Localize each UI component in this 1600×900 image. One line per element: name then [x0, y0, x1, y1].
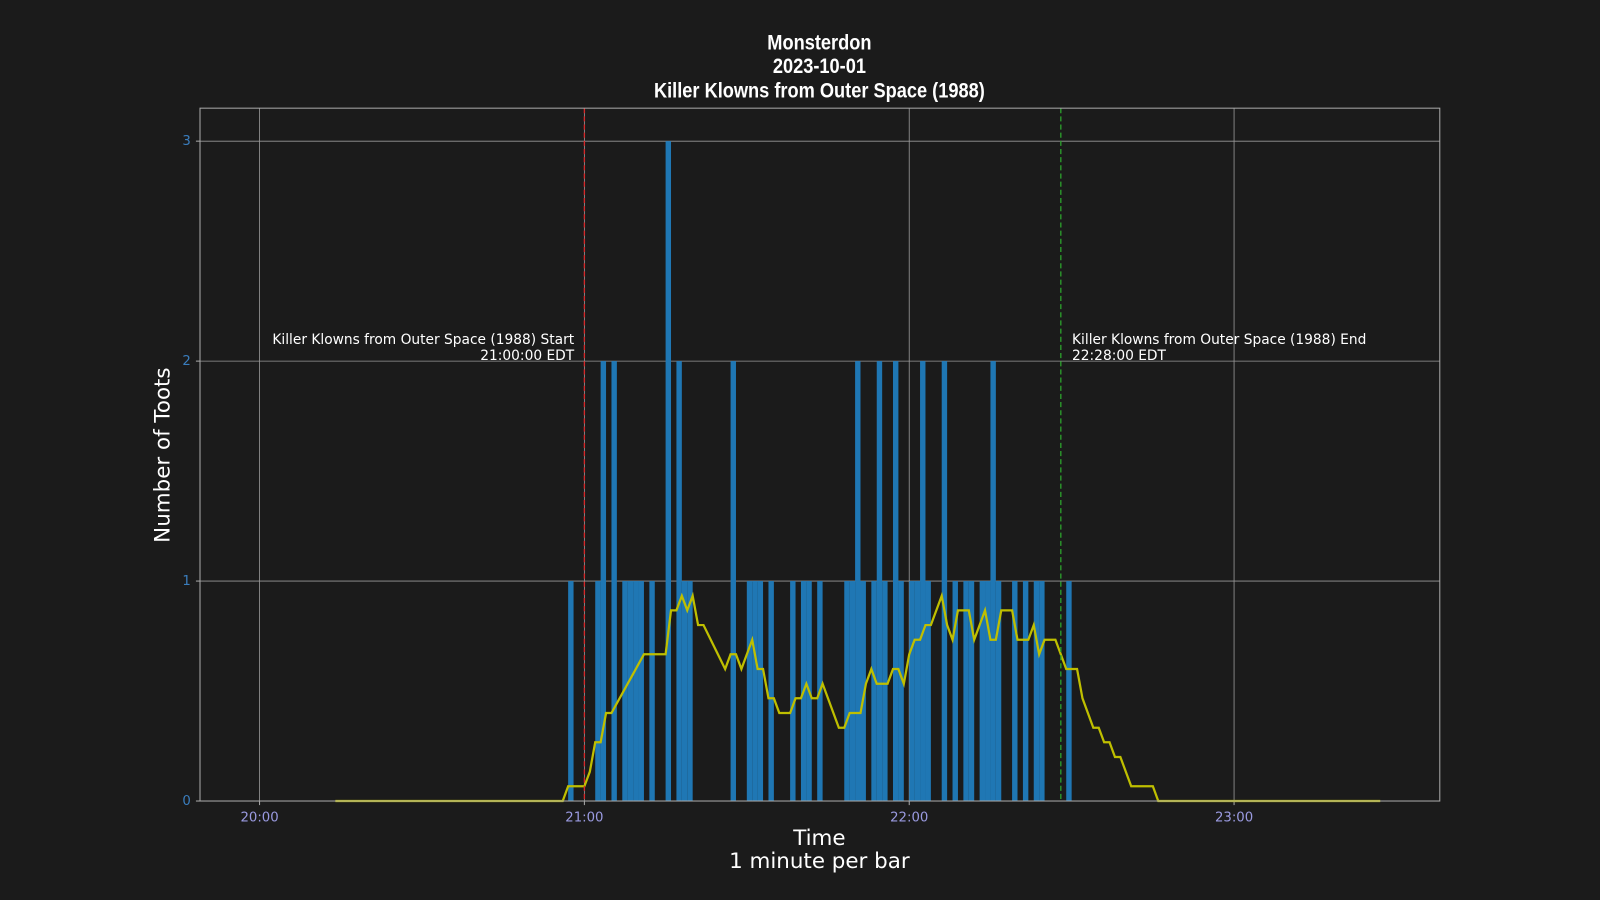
bar	[963, 581, 969, 802]
x-axis-label: Time	[792, 826, 845, 851]
bar	[568, 581, 574, 802]
bar	[968, 581, 975, 802]
annotation: 22:28:00 EDT	[1072, 348, 1166, 364]
x-tick-label: 21:00	[565, 810, 603, 825]
y-tick-label: 0	[182, 794, 190, 809]
chart-title: 2023-10-01	[773, 55, 866, 79]
bar	[876, 361, 883, 802]
y-axis-label: Number of Toots	[150, 367, 175, 542]
bar	[790, 581, 796, 802]
x-axis-note: 1 minute per bar	[729, 849, 910, 874]
annotation: 21:00:00 EDT	[480, 348, 574, 364]
bar	[649, 581, 655, 802]
bar	[925, 581, 931, 802]
bar	[595, 581, 601, 802]
y-tick-label: 1	[182, 574, 190, 589]
bar	[909, 581, 915, 802]
bar	[622, 581, 628, 802]
bar	[1033, 581, 1040, 802]
y-tick-label: 3	[182, 134, 190, 149]
bar	[752, 581, 758, 802]
bar	[849, 581, 856, 802]
bar	[730, 361, 736, 802]
bar	[633, 581, 639, 802]
bar	[1066, 581, 1072, 802]
bar	[746, 581, 753, 802]
bar	[920, 361, 926, 802]
bar	[898, 581, 904, 802]
bar	[768, 581, 774, 802]
x-tick-label: 20:00	[240, 810, 278, 825]
bar	[979, 581, 986, 802]
bar	[882, 581, 888, 802]
bar	[892, 361, 899, 802]
bar	[676, 361, 682, 802]
chart-title: Killer Klowns from Outer Space (1988)	[654, 79, 985, 103]
bar	[995, 581, 1002, 802]
bar	[985, 581, 991, 802]
bar	[665, 141, 672, 802]
bar	[952, 581, 958, 802]
bar	[681, 581, 688, 802]
bar	[611, 361, 617, 802]
bar	[627, 581, 634, 802]
bar	[860, 581, 866, 802]
bar	[941, 361, 948, 802]
y-tick-label: 2	[182, 354, 190, 369]
chart-title: Monsterdon	[767, 31, 871, 55]
bar	[687, 581, 693, 802]
plot-frame	[199, 107, 1441, 802]
x-tick-label: 23:00	[1215, 810, 1253, 825]
bar	[600, 361, 607, 802]
x-tick-label: 22:00	[890, 810, 928, 825]
annotation: Killer Klowns from Outer Space (1988) En…	[1072, 332, 1366, 348]
bar	[1022, 581, 1029, 802]
bar	[844, 581, 850, 802]
bar	[990, 361, 996, 802]
rolling-line	[335, 591, 1381, 803]
bar	[871, 581, 877, 802]
annotation: Killer Klowns from Outer Space (1988) St…	[272, 332, 574, 348]
bar	[757, 581, 764, 802]
bar	[1039, 581, 1045, 802]
bar	[855, 361, 861, 802]
bar	[1012, 581, 1018, 802]
bar	[914, 581, 921, 802]
bar	[638, 581, 644, 802]
